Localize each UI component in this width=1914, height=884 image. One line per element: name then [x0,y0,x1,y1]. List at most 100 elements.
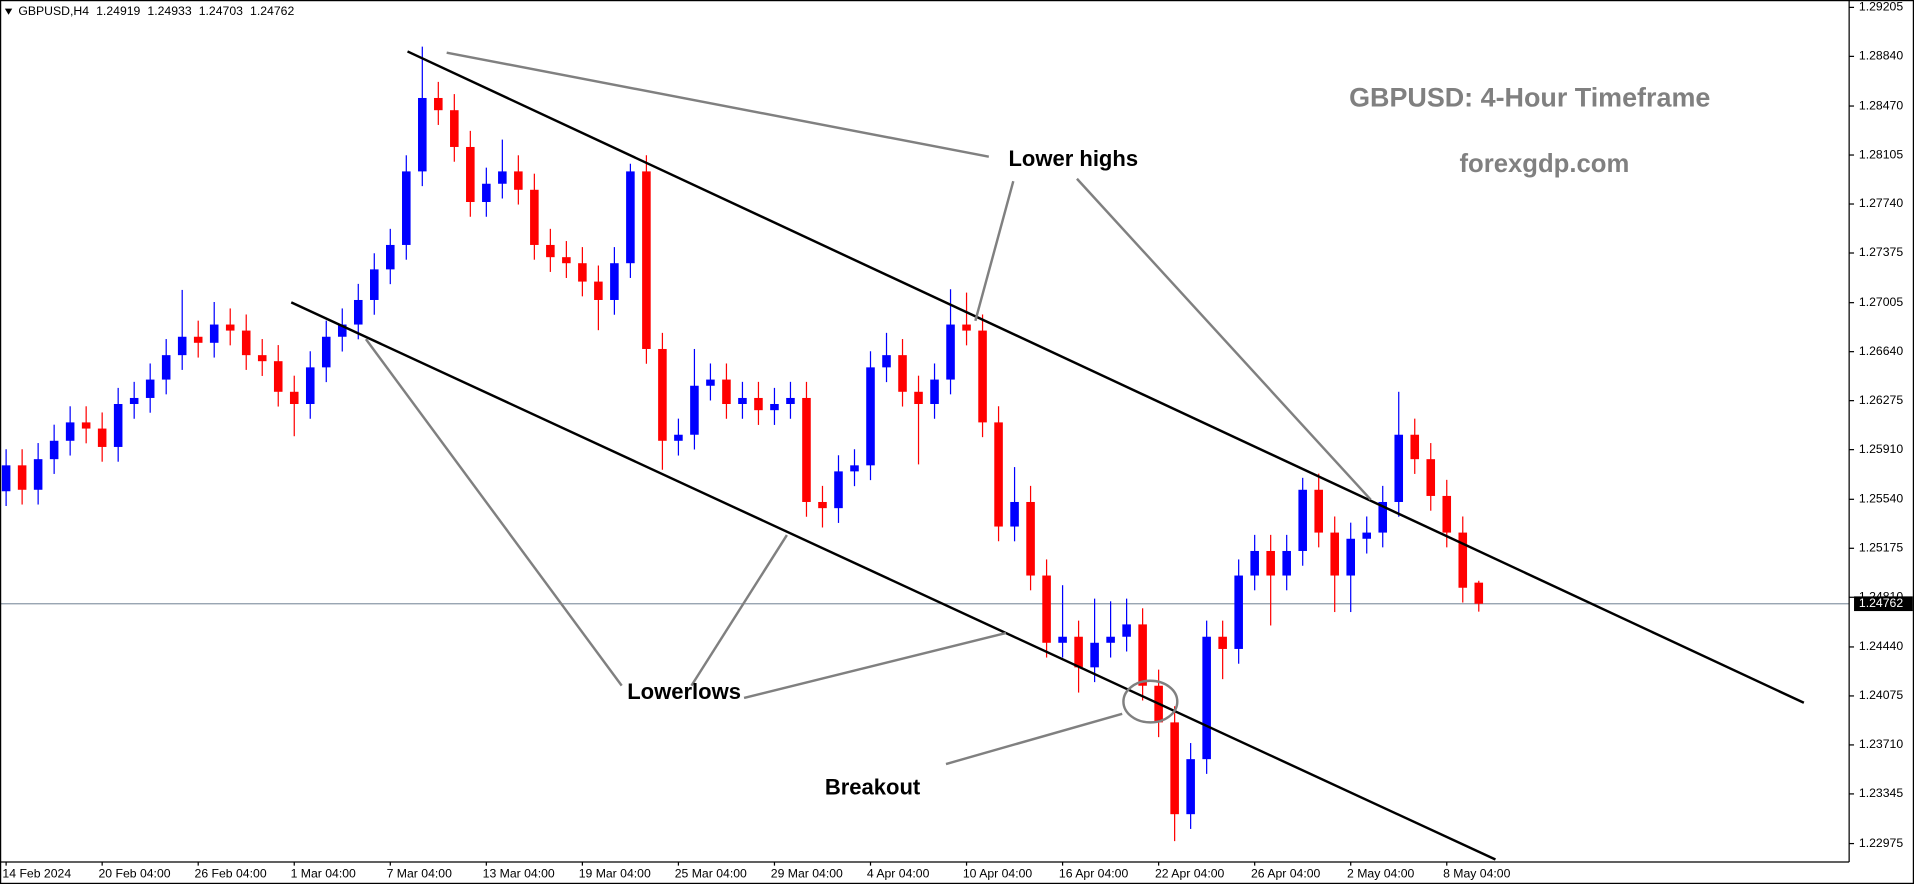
candle-body [81,422,91,429]
candle-body [1282,550,1291,576]
candle-body [1474,582,1484,604]
x-tick-label: 8 May 04:00 [1443,866,1511,880]
candle-body [882,355,891,368]
candle-body [1218,636,1227,649]
candle-body [386,244,395,270]
x-tick-label: 14 Feb 2024 [2,866,71,880]
x-tick-label: 26 Feb 04:00 [195,866,267,880]
x-tick-label: 7 Mar 04:00 [387,866,452,880]
candle-body [994,422,1003,527]
candle-body [658,348,667,441]
candle-body [209,324,219,343]
candle-body [834,471,843,509]
y-tick-label: 1.25175 [1859,541,1903,555]
y-tick-label: 1.27740 [1859,196,1903,210]
y-tick-label: 1.25910 [1859,442,1903,456]
y-tick-label: 1.28840 [1859,49,1903,63]
annotation: Breakout [825,774,921,799]
candle-body [402,171,411,245]
candle-body [1074,636,1083,668]
x-tick-label: 1 Mar 04:00 [291,866,356,880]
candle-body [530,189,539,245]
candle-body [1378,501,1388,533]
candle-body [97,428,107,447]
current-price-label: 1.24762 [1859,596,1903,610]
y-tick-label: 1.27005 [1859,295,1903,309]
candle-body [321,336,331,368]
candle-body [498,171,507,184]
symbol: GBPUSD,H4 [18,4,89,18]
current-price-box [1854,596,1913,612]
candle-body [1298,489,1307,551]
x-tick-label: 4 Apr 04:00 [867,866,930,880]
candle-body [113,404,123,447]
candle-body [1314,489,1323,533]
candle-body [1042,575,1051,643]
candle-body [65,422,75,441]
candle-body [193,336,203,343]
pointer-line [364,338,623,687]
candle-body [898,355,907,392]
upper-trendline [407,50,1805,704]
candle-body [129,397,139,405]
candle-body [690,385,699,435]
candle-body [177,336,187,356]
pointer-lines [364,51,1372,766]
candle-body [257,355,267,362]
candle-body [1234,575,1243,649]
candle-body [1106,636,1115,643]
candle-body [1122,624,1131,637]
candle-body [161,355,171,380]
candle-body [594,281,603,300]
candle-body [626,171,635,264]
pointer-line [1076,177,1372,501]
candle-body [418,97,427,172]
y-tick-label: 1.26640 [1859,344,1903,358]
candle-body [225,324,235,331]
candle-body [514,171,523,190]
header-close: 1.24762 [250,4,294,18]
candle-body [770,404,779,411]
y-tick-label: 1.24440 [1859,639,1903,653]
x-tick-label: 2 May 04:00 [1347,866,1415,880]
menu-arrow[interactable] [4,8,13,15]
pointer-line [446,51,990,158]
candle-body [546,244,555,258]
x-tick-label: 19 Mar 04:00 [579,866,651,880]
candle-body [754,397,763,411]
candle-body [818,501,827,509]
x-tick-label: 22 Apr 04:00 [1155,866,1225,880]
candle-body [1186,759,1195,815]
pointer-line [974,180,1015,322]
candle-body [1394,434,1404,502]
chart-subtitle: forexgdp.com [1460,150,1630,178]
y-tick-label: 1.27375 [1859,245,1903,259]
candle-body [722,379,731,405]
candle-body [1346,538,1355,576]
candle-body [1442,495,1452,533]
candle-body [241,330,251,356]
candle-body [1426,459,1436,496]
pointer-line [945,712,1123,766]
candle-body [706,379,715,386]
x-tick-label: 13 Mar 04:00 [483,866,555,880]
candle-body [1330,532,1339,576]
y-tick-label: 1.22975 [1859,836,1903,850]
candle-body [482,183,491,203]
x-tick-label: 10 Apr 04:00 [963,866,1033,880]
candle-body [674,434,683,441]
y-tick-label: 1.29205 [1859,0,1903,14]
candle-body [1,465,11,492]
candle-body [642,171,651,349]
candle-body [1362,532,1372,539]
candle-body [866,367,875,466]
header-high: 1.24933 [147,4,191,18]
x-tick-label: 29 Mar 04:00 [771,866,843,880]
header-low: 1.24703 [199,4,243,18]
annotation: Lowerlows [627,679,741,704]
candle-body [353,299,363,325]
x-tick-label: 25 Mar 04:00 [675,866,747,880]
